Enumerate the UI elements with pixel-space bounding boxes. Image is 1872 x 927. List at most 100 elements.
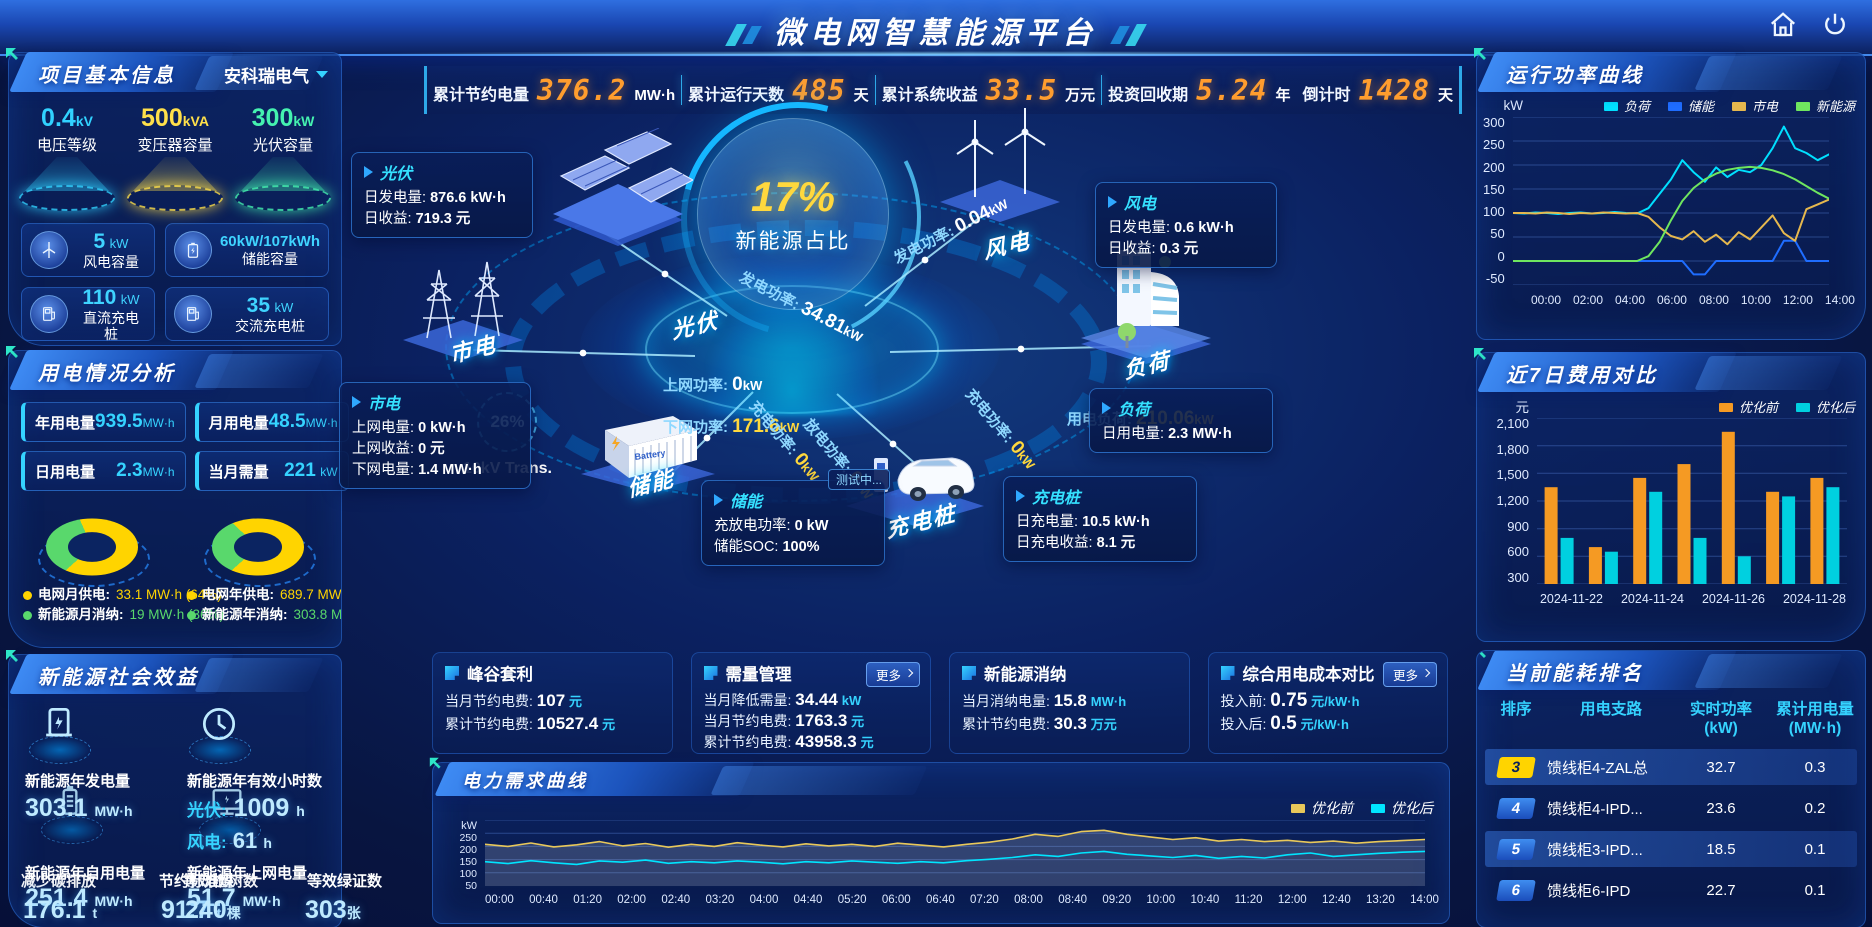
stat-value: 176.1 t — [23, 896, 98, 924]
panel-project-info: 项目基本信息 安科瑞电气 0.4kV 电压等级 500kVA 变压器容量 300… — [6, 48, 342, 346]
home-icon[interactable] — [1768, 10, 1798, 40]
stat-label: 新能源年有效小时数 — [187, 773, 323, 790]
card-wind: 风电 日发电量: 0.6 kW·h 日收益: 0.3 元 — [1095, 182, 1277, 268]
status-badge: 测试中... — [827, 469, 890, 490]
card-dc-charger: 110 kW 直流充电桩 — [21, 286, 155, 342]
power-icon[interactable] — [1820, 10, 1850, 40]
y-axis-ticks: 250 200 150 100 50 — [459, 832, 477, 892]
panel-usage-analysis: 用电情况分析 年用电量 939.5MW·h 月用电量 48.5MW·h 日用电量 2.… — [6, 346, 349, 648]
more-button[interactable]: 更多 — [1382, 662, 1437, 687]
card-wind-capacity: 5 kW 风电容量 — [21, 223, 155, 277]
kpi-payback-period: 投资回收期 5.24 年 — [1108, 73, 1291, 107]
legend-dot — [23, 610, 32, 620]
node-grid[interactable] — [397, 240, 529, 365]
run-power-chart — [1511, 116, 1830, 286]
wind-turbine-icon — [30, 231, 68, 269]
panel-title: 项目基本信息 — [38, 65, 176, 87]
page-title: 微电网智慧能源平台 — [0, 8, 1872, 52]
stat-month-usage: 月用电量 48.5MW·h — [194, 402, 349, 442]
panel-corner-icon — [4, 648, 24, 673]
kpi-system-revenue: 累计系统收益 33.5 万元 — [881, 73, 1096, 107]
charger-icon — [30, 295, 68, 333]
stat-value: 303.1 MW·h — [25, 794, 133, 822]
card-storage-capacity: 60kW/107kWh 储能容量 — [164, 223, 329, 277]
table-row[interactable]: 3 馈线柜4-ZAL总 32.7 0.3 — [1485, 749, 1857, 785]
donut-year-energy — [198, 501, 318, 587]
panel-title: 运行功率曲线 — [1506, 65, 1644, 87]
arrow-right-icon — [1016, 490, 1025, 502]
card-icon — [1220, 666, 1235, 680]
donut-month-energy — [32, 501, 152, 587]
stat-value: 光伏: 1009 h — [187, 794, 305, 822]
node-storage[interactable]: Battery — [577, 392, 719, 497]
ranking-table-header: 排序 用电支路 实时功率 (kW) 累计用电量 (MW·h) — [1500, 701, 1854, 737]
chart-legend: 优化前 优化后 — [1537, 393, 1865, 416]
stat-label: 新能源年发电量 — [25, 773, 131, 790]
kpi-running-days: 累计运行天数 485 天 — [688, 73, 869, 107]
table-row[interactable]: 6 馈线柜6-IPD 22.7 0.1 — [1485, 872, 1857, 908]
panel-title: 当前能耗排名 — [1506, 663, 1644, 685]
arrow-right-icon — [714, 494, 723, 506]
legend-dot — [187, 610, 196, 620]
card-demand-management: 需量管理 更多 当月降低需量: 34.44 kW 当月节约电费: 1763.3 … — [690, 652, 931, 754]
panel-corner-icon — [428, 756, 446, 779]
node-load[interactable] — [1077, 232, 1215, 369]
rank-badge: 3 — [1496, 756, 1536, 778]
chart-legend: 负荷 储能 市电 新能源 — [1531, 92, 1865, 115]
kpi-stats-bar: 累计节约电量 376.2 MW·h 累计运行天数 485 天 累计系统收益 33.5 万元 … — [424, 66, 1462, 114]
node-pv[interactable] — [543, 127, 695, 253]
card-peak-valley-arbitrage: 峰谷套利 当月节约电费: 107 元 累计节约电费: 10527.4 元 — [432, 652, 673, 754]
rank-badge: 6 — [1496, 879, 1536, 901]
more-button[interactable]: 更多 — [865, 662, 920, 687]
arrow-right-icon — [352, 396, 361, 408]
x-axis-ticks: 00:00 00:40 01:20 02:00 02:40 03:20 04:00 04:40… — [485, 894, 1439, 906]
card-load: 负荷 日用电量: 2.3 MW·h — [1089, 388, 1273, 453]
capacity-pv: 300kW 光伏容量 — [233, 104, 333, 211]
table-row[interactable]: 5 馈线柜3-IPD... 18.5 0.1 — [1485, 831, 1857, 867]
card-icon — [445, 666, 459, 680]
divider — [1101, 75, 1103, 105]
panel-corner-icon — [1472, 346, 1492, 371]
card-renewable-consumption: 新能源消纳 当月消纳电量: 15.8 MW·h 累计节约电费: 30.3 万元 — [949, 652, 1190, 754]
stat-value: 91.7 t — [161, 896, 222, 924]
panel-title: 电力需求曲线 — [462, 771, 588, 791]
pv-monitor-icon — [197, 782, 261, 846]
stat-year-usage: 年用电量 939.5MW·h — [21, 402, 186, 442]
charger-icon — [173, 295, 212, 333]
renewable-share-caption: 新能源占比 — [735, 230, 851, 253]
arrow-right-icon — [364, 166, 373, 178]
stat-label: 新能源年自用电量 — [25, 865, 146, 882]
rank-badge: 5 — [1496, 838, 1536, 860]
charging-station-icon — [27, 702, 91, 766]
panel-demand-curve: 电力需求曲线 优化前 优化后 kW 250 200 150 100 50 00:00 00:… — [429, 757, 1450, 924]
title-deco-left-icon — [741, 26, 762, 45]
panel-title: 新能源社会效益 — [38, 667, 199, 689]
stat-day-usage: 日用电量 2.3MW·h — [21, 451, 186, 491]
svg-text:Battery: Battery — [634, 448, 666, 462]
y-axis-label: kW — [1503, 98, 1524, 113]
panel-run-power: 运行功率曲线 kW 负荷 储能 市电 新能源 300 250 200 150 100 50 0 -5… — [1474, 48, 1866, 340]
flow-grid-import-power: 下网功率: 171.6kW — [663, 416, 800, 437]
legend-dot — [23, 590, 32, 600]
x-axis-ticks: 2024-11-22 2024-11-24 2024-11-26 2024-11-28 — [1539, 592, 1846, 606]
capacity-voltage: 0.4kV 电压等级 — [17, 104, 117, 211]
card-grid: 市电 上网电量: 0 kW·h 上网收益: 0 元 下网电量: 1.4 MW·h — [339, 382, 531, 489]
stat-value: 240棵 — [185, 896, 241, 924]
card-icon — [962, 666, 976, 680]
cost-compare-chart — [1537, 417, 1847, 585]
kpi-total-saved-energy: 累计节约电量 376.2 MW·h — [433, 73, 676, 107]
donut-legend: 电网月供电:33.1 MW·h (64%) 电网年供电:689.7 MW·h (… — [9, 579, 341, 625]
divider — [681, 75, 683, 105]
table-row[interactable]: 4 馈线柜4-IPD... 23.6 0.2 — [1485, 790, 1857, 826]
panel-title: 用电情况分析 — [38, 363, 176, 385]
arrow-right-icon — [1108, 196, 1117, 208]
clock-icon — [187, 702, 251, 766]
y-axis-label: 元 — [1515, 400, 1530, 415]
chart-legend: 优化前 优化后 — [433, 796, 1449, 820]
chevron-down-icon — [316, 71, 328, 78]
company-select[interactable]: 安科瑞电气 — [224, 62, 328, 87]
node-wind[interactable] — [930, 102, 1070, 229]
stat-label: 节约标准煤 — [159, 873, 235, 890]
renewable-share-sphere: 17% 新能源占比 — [697, 118, 889, 310]
